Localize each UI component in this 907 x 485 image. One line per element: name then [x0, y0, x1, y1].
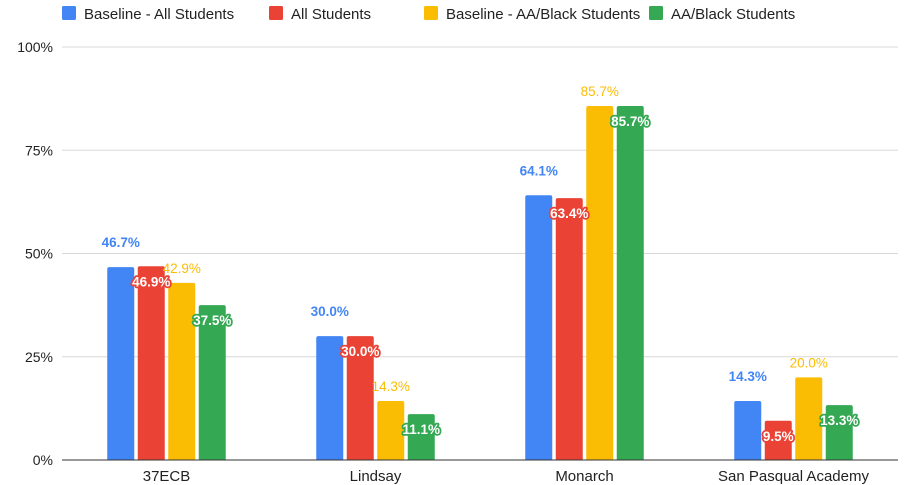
- data-label-lindsay-baseline-all-students: 30.0%: [311, 304, 349, 319]
- data-label-san-pasqual-academy-baseline-aa-black-students: 20.0%: [790, 355, 828, 370]
- y-axis-ticks: 0% 25% 50% 75% 100%: [17, 39, 53, 468]
- bar-37ecb-baseline-all-students: [107, 267, 135, 460]
- data-label-san-pasqual-academy-aa-black-students: 13.3%: [820, 413, 858, 428]
- y-tick-label: 100%: [17, 39, 53, 55]
- data-label-san-pasqual-academy-all-students: 9.5%: [763, 429, 794, 444]
- bar-37ecb-aa-black-students: [198, 305, 226, 460]
- legend-swatch-all-students: [269, 6, 283, 20]
- x-axis-labels: 37ECB Lindsay Monarch San Pasqual Academy: [143, 468, 870, 485]
- legend-swatch-baseline-aa-black-students: [424, 6, 438, 20]
- legend-label-aa-black-students: AA/Black Students: [671, 6, 795, 23]
- data-label-monarch-baseline-all-students: 64.1%: [520, 163, 558, 178]
- bar-san-pasqual-academy-aa-black-students: [825, 405, 853, 460]
- data-label-37ecb-all-students: 46.9%: [132, 274, 170, 289]
- bar-san-pasqual-academy-baseline-all-students: [734, 400, 762, 460]
- x-tick-label-37ecb: 37ECB: [143, 468, 191, 485]
- y-tick-label: 75%: [25, 142, 53, 158]
- data-label-monarch-baseline-aa-black-students: 85.7%: [581, 84, 619, 99]
- legend-swatch-baseline-all-students: [62, 6, 76, 20]
- legend-swatch-aa-black-students: [649, 6, 663, 20]
- data-label-lindsay-baseline-aa-black-students: 14.3%: [372, 379, 410, 394]
- data-label-monarch-all-students: 63.4%: [550, 206, 588, 221]
- y-tick-label: 25%: [25, 349, 53, 365]
- data-label-37ecb-baseline-aa-black-students: 42.9%: [163, 261, 201, 276]
- legend-label-baseline-all-students: Baseline - All Students: [84, 6, 234, 23]
- data-label-monarch-aa-black-students: 85.7%: [611, 114, 649, 129]
- data-label-san-pasqual-academy-baseline-all-students: 14.3%: [729, 369, 767, 384]
- bar-37ecb-baseline-aa-black-students: [168, 282, 196, 460]
- y-tick-label: 0%: [33, 452, 53, 468]
- x-tick-label-lindsay: Lindsay: [350, 468, 402, 485]
- legend-label-all-students: All Students: [291, 6, 371, 23]
- data-label-37ecb-baseline-all-students: 46.7%: [102, 235, 140, 250]
- bar-san-pasqual-academy-baseline-aa-black-students: [795, 377, 823, 460]
- y-tick-label: 50%: [25, 246, 53, 262]
- data-label-lindsay-all-students: 30.0%: [341, 344, 379, 359]
- bar-lindsay-aa-black-students: [407, 414, 435, 460]
- bar-lindsay-baseline-all-students: [316, 336, 344, 460]
- x-tick-label-san-pasqual-academy: San Pasqual Academy: [718, 468, 869, 485]
- bar-lindsay-baseline-aa-black-students: [377, 400, 405, 460]
- bar-monarch-baseline-aa-black-students: [586, 106, 614, 461]
- bar-lindsay-all-students: [346, 336, 374, 460]
- legend: Baseline - All Students All Students Basel…: [62, 6, 795, 23]
- bar-monarch-aa-black-students: [616, 106, 644, 461]
- bar-37ecb-all-students: [137, 266, 165, 460]
- data-label-37ecb-aa-black-students: 37.5%: [193, 313, 231, 328]
- x-tick-label-monarch: Monarch: [555, 468, 613, 485]
- legend-label-baseline-aa-black-students: Baseline - AA/Black Students: [446, 6, 640, 23]
- bar-san-pasqual-academy-all-students: [764, 420, 792, 460]
- data-label-lindsay-aa-black-students: 11.1%: [402, 422, 440, 437]
- gridlines: [62, 46, 898, 358]
- bars: [107, 106, 853, 461]
- data-labels: 46.7% 46.9%42.9% 37.5% 30.0% 30.0% 14.3% 11.1%…: [102, 84, 861, 445]
- bar-monarch-baseline-all-students: [525, 195, 553, 460]
- bar-monarch-all-students: [555, 198, 583, 460]
